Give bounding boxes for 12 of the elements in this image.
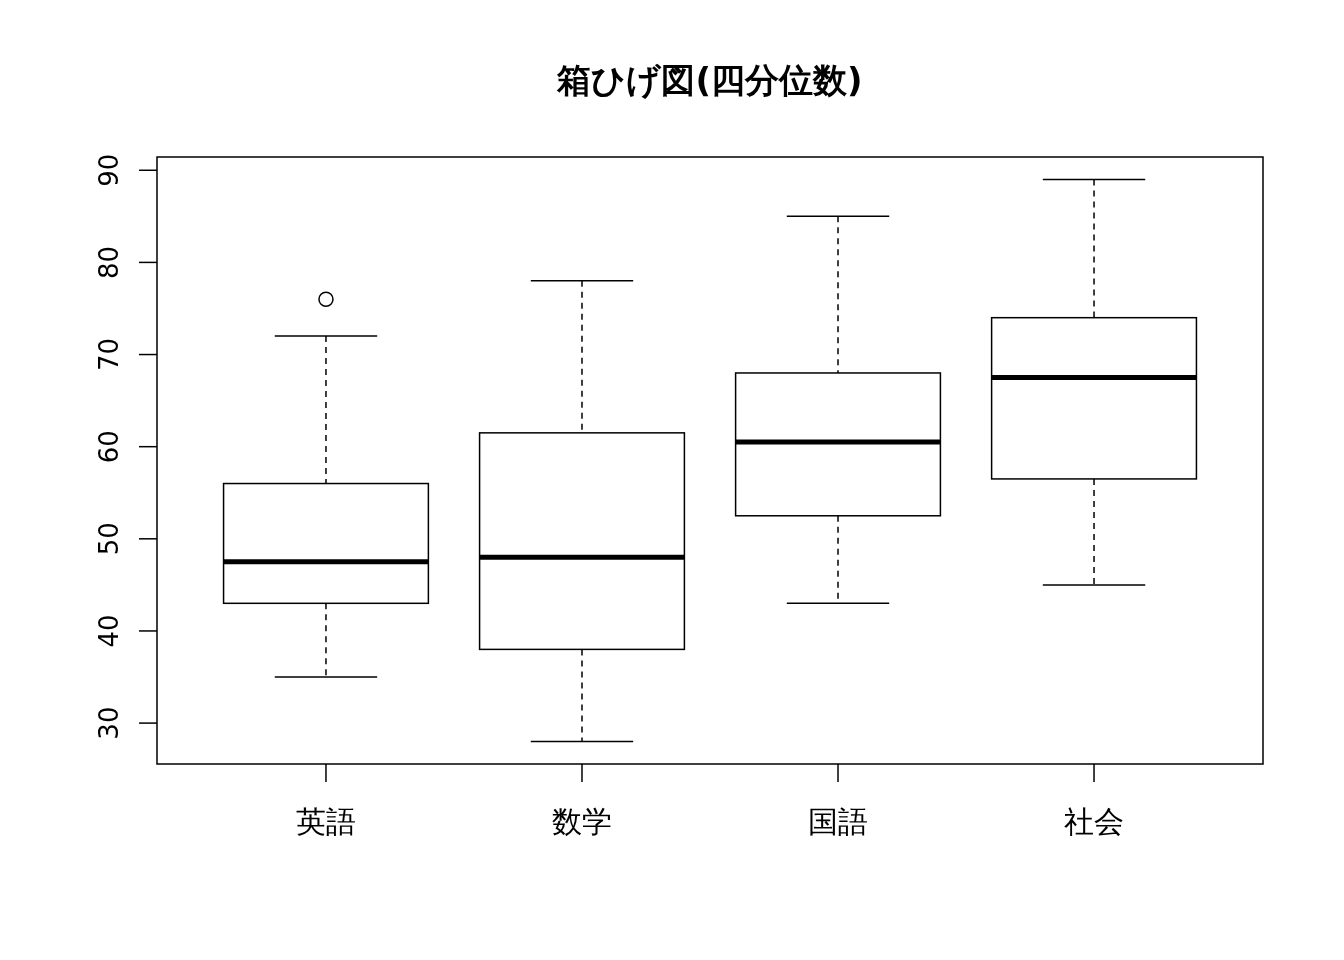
x-tick-label: 国語 (808, 804, 869, 839)
y-tick-label: 40 (94, 614, 124, 648)
x-tick-label: 社会 (1064, 804, 1125, 839)
y-tick-label: 30 (94, 706, 124, 740)
x-tick-label: 英語 (295, 804, 356, 839)
chart-title: 箱ひげ図(四分位数) (556, 60, 863, 100)
y-tick-label: 50 (94, 522, 124, 556)
y-tick-label: 90 (94, 153, 124, 187)
x-tick-label: 数学 (551, 804, 612, 839)
y-tick-label: 80 (94, 245, 124, 279)
y-tick-label: 70 (94, 338, 124, 372)
y-tick-label: 60 (94, 430, 124, 464)
